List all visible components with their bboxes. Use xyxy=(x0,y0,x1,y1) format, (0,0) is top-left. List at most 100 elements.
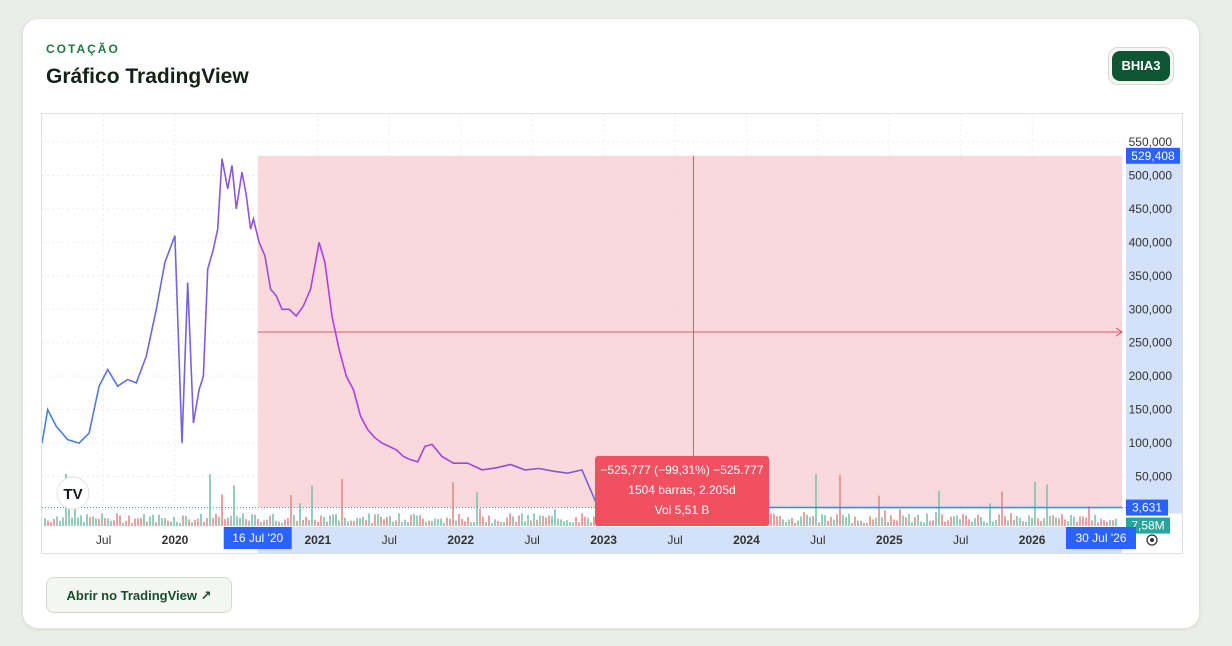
volume-bar xyxy=(1046,484,1048,526)
volume-bar xyxy=(1067,521,1069,526)
page-title: Gráfico TradingView xyxy=(46,65,249,88)
volume-bar xyxy=(119,515,121,526)
volume-bar xyxy=(404,519,406,526)
volume-bar xyxy=(242,513,244,526)
tradingview-logo-icon[interactable]: TV xyxy=(56,476,90,510)
volume-bar xyxy=(917,514,919,526)
volume-bar xyxy=(461,518,463,526)
volume-bar xyxy=(893,519,895,526)
volume-bar xyxy=(149,516,151,526)
volume-bar xyxy=(854,516,856,526)
volume-bar xyxy=(815,474,817,526)
ticker-badge[interactable]: BHIA3 xyxy=(1112,51,1170,81)
volume-bar xyxy=(464,521,466,526)
last-price-label: 3,631 xyxy=(1132,501,1162,515)
volume-bar xyxy=(293,514,295,526)
volume-bar xyxy=(1040,521,1042,526)
volume-bar xyxy=(323,516,325,526)
volume-bar xyxy=(1106,521,1108,526)
time-axis-tick-label: 2023 xyxy=(590,533,617,547)
volume-bar xyxy=(566,520,568,526)
volume-bar xyxy=(425,521,427,526)
volume-bar xyxy=(1085,517,1087,526)
volume-bar xyxy=(785,521,787,526)
volume-bar xyxy=(788,519,790,526)
volume-bar xyxy=(527,515,529,526)
price-axis xyxy=(1126,149,1182,514)
settings-gear-icon[interactable] xyxy=(1146,534,1158,546)
volume-bar xyxy=(167,520,169,526)
volume-bar xyxy=(194,519,196,526)
volume-bar xyxy=(203,521,205,526)
volume-bar xyxy=(878,495,880,526)
volume-bar xyxy=(317,521,319,526)
volume-bar xyxy=(836,514,838,526)
volume-bar xyxy=(479,508,481,526)
time-axis-tick-label: 2026 xyxy=(1019,533,1046,547)
volume-bar xyxy=(305,516,307,526)
open-tradingview-button[interactable]: Abrir no TradingView ↗ xyxy=(46,577,232,613)
volume-bar xyxy=(491,522,493,526)
volume-bar xyxy=(1013,519,1015,526)
time-axis xyxy=(257,527,1122,553)
volume-bar xyxy=(74,499,76,526)
price-axis-tick-label: 200,000 xyxy=(1129,369,1173,383)
range-start-date-label-bg xyxy=(223,527,292,549)
volume-bar xyxy=(170,521,172,526)
volume-bar xyxy=(236,516,238,526)
volume-bar xyxy=(494,519,496,526)
volume-bar xyxy=(110,520,112,526)
volume-bar xyxy=(320,515,322,526)
volume-bar xyxy=(833,519,835,526)
volume-bar xyxy=(593,516,595,526)
volume-bar xyxy=(473,522,475,526)
volume-bar xyxy=(251,513,253,526)
volume-bar xyxy=(860,520,862,526)
tradingview-chart[interactable]: 550,000 500,000 450,000 400,000 350,000 300,0… xyxy=(41,113,1183,554)
volume-bar xyxy=(71,517,73,526)
volume-bar xyxy=(1007,520,1009,526)
volume-bar xyxy=(200,513,202,526)
volume-bar xyxy=(569,521,571,526)
time-axis-tick-label: Jul xyxy=(96,533,111,547)
volume-bar xyxy=(950,516,952,526)
volume-bar xyxy=(1022,521,1024,526)
volume-bar xyxy=(1112,520,1114,526)
volume-bar xyxy=(1010,513,1012,526)
volume-bar xyxy=(410,514,412,526)
volume-bar xyxy=(821,514,823,526)
volume-bar xyxy=(137,518,139,526)
time-axis-tick-label: Jul xyxy=(524,533,539,547)
volume-bar xyxy=(875,517,877,526)
volume-bar xyxy=(326,521,328,526)
volume-value-label: 7,58M xyxy=(1131,519,1164,533)
volume-bar xyxy=(401,522,403,526)
volume-bar xyxy=(290,495,292,526)
volume-bar xyxy=(1028,515,1030,526)
volume-bar xyxy=(947,520,949,526)
measure-tooltip-line: 1504 barras, 2.205d xyxy=(628,483,735,497)
measure-tooltip-line: −525,777 (−99,31%) −525.777 xyxy=(600,463,763,477)
volume-bar xyxy=(356,518,358,526)
axis-highlight-labels: 529,408 3,631 7,58M 16 Jul '20 30 Jul '26 xyxy=(223,147,1180,549)
volume-bar xyxy=(1016,516,1018,526)
volume-bar xyxy=(986,522,988,526)
volume-bar xyxy=(1049,515,1051,526)
ticker-badge-frame: BHIA3 xyxy=(1108,47,1174,85)
volume-bar xyxy=(1070,515,1072,526)
volume-bar xyxy=(332,514,334,526)
volume-bar xyxy=(146,521,148,526)
volume-bar xyxy=(68,509,70,526)
time-axis-tick-label: Jul xyxy=(382,533,397,547)
volume-bar xyxy=(443,522,445,526)
volume-bar xyxy=(365,519,367,526)
volume-bar xyxy=(95,518,97,526)
volume-bar xyxy=(506,517,508,526)
volume-bar xyxy=(59,520,61,526)
price-axis-tick-label: 450,000 xyxy=(1129,202,1173,216)
volume-bar xyxy=(920,521,922,526)
price-axis-tick-label: 250,000 xyxy=(1129,336,1173,350)
volume-bar xyxy=(275,520,277,526)
chart-svg[interactable]: 550,000 500,000 450,000 400,000 350,000 300,0… xyxy=(42,114,1182,553)
price-axis-tick-label: 100,000 xyxy=(1129,436,1173,450)
